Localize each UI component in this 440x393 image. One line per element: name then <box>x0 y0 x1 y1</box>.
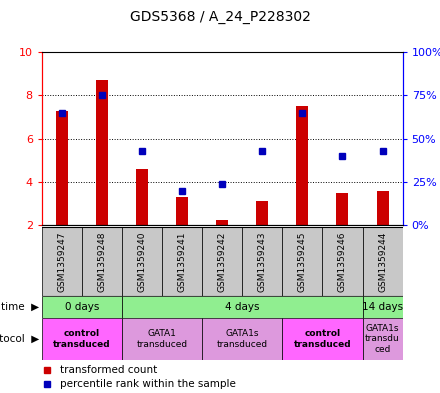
Text: GSM1359246: GSM1359246 <box>338 231 347 292</box>
Text: GSM1359241: GSM1359241 <box>178 231 187 292</box>
Text: time  ▶: time ▶ <box>1 302 40 312</box>
Bar <box>363 318 403 360</box>
Bar <box>122 227 162 296</box>
Bar <box>242 227 282 296</box>
Bar <box>136 169 148 225</box>
Text: GSM1359240: GSM1359240 <box>138 231 147 292</box>
Text: 14 days: 14 days <box>362 302 403 312</box>
Bar <box>256 201 268 225</box>
Text: GATA1
transduced: GATA1 transduced <box>136 329 187 349</box>
Text: percentile rank within the sample: percentile rank within the sample <box>60 379 236 389</box>
Bar <box>323 227 363 296</box>
Text: GDS5368 / A_24_P228302: GDS5368 / A_24_P228302 <box>129 10 311 24</box>
Text: protocol  ▶: protocol ▶ <box>0 334 40 344</box>
Text: GSM1359245: GSM1359245 <box>298 231 307 292</box>
Text: GSM1359242: GSM1359242 <box>218 231 227 292</box>
Text: GSM1359247: GSM1359247 <box>57 231 66 292</box>
Bar <box>122 296 363 318</box>
Bar <box>162 227 202 296</box>
Text: GATA1s
transduced: GATA1s transduced <box>216 329 268 349</box>
Text: transformed count: transformed count <box>60 365 157 375</box>
Bar <box>42 318 122 360</box>
Bar <box>176 197 188 225</box>
Text: 0 days: 0 days <box>65 302 99 312</box>
Bar <box>282 318 363 360</box>
Text: control
transduced: control transduced <box>53 329 111 349</box>
Bar <box>297 106 308 225</box>
Bar <box>377 191 389 225</box>
Text: 4 days: 4 days <box>225 302 260 312</box>
Bar <box>337 193 348 225</box>
Bar <box>282 227 323 296</box>
Bar <box>56 111 68 225</box>
Bar <box>216 220 228 225</box>
Text: control
transduced: control transduced <box>293 329 351 349</box>
Text: GATA1s
transdu
ced: GATA1s transdu ced <box>365 324 400 354</box>
Text: GSM1359244: GSM1359244 <box>378 231 387 292</box>
Bar <box>363 296 403 318</box>
Bar <box>82 227 122 296</box>
Bar <box>42 296 122 318</box>
Text: GSM1359243: GSM1359243 <box>258 231 267 292</box>
Bar <box>363 227 403 296</box>
Bar <box>202 227 242 296</box>
Text: GSM1359248: GSM1359248 <box>97 231 106 292</box>
Bar <box>202 318 282 360</box>
Bar <box>96 81 108 225</box>
Bar <box>42 227 82 296</box>
Bar <box>122 318 202 360</box>
